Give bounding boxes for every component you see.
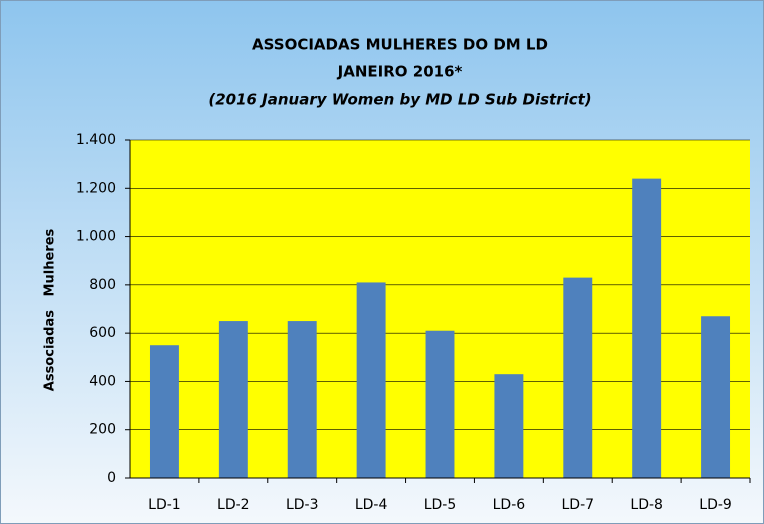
x-tick-label: LD-4 [355,497,388,513]
x-tick-label: LD-9 [699,497,732,513]
y-tick-label: 1.200 [76,180,116,196]
y-tick-label: 200 [89,422,116,438]
bar [356,282,386,478]
x-tick-label: LD-6 [493,497,526,513]
x-tick-label: LD-2 [217,497,250,513]
bar [494,374,524,478]
chart-title: JANEIRO 2016* [337,63,463,81]
x-tick-label: LD-1 [148,497,181,513]
bar [563,277,593,478]
bar [218,321,248,478]
bar [701,316,731,478]
x-tick-label: LD-3 [286,497,319,513]
y-tick-label: 0 [107,470,116,486]
chart-subtitle: (2016 January Women by MD LD Sub Distric… [208,91,591,109]
x-tick-label: LD-8 [630,497,663,513]
y-tick-label: 400 [89,373,116,389]
y-tick-label: 600 [89,325,116,341]
y-tick-label: 1.400 [76,132,116,148]
bar [425,330,455,478]
x-tick-label: LD-5 [424,497,457,513]
bar [632,178,662,478]
y-tick-label: 1.000 [76,229,116,245]
bar [287,321,317,478]
y-axis-label: Associadas Mulheres [43,228,58,391]
bar [149,345,179,478]
chart-title: ASSOCIADAS MULHERES DO DM LD [252,36,548,54]
x-tick-label: LD-7 [562,497,595,513]
y-tick-label: 800 [89,277,116,293]
